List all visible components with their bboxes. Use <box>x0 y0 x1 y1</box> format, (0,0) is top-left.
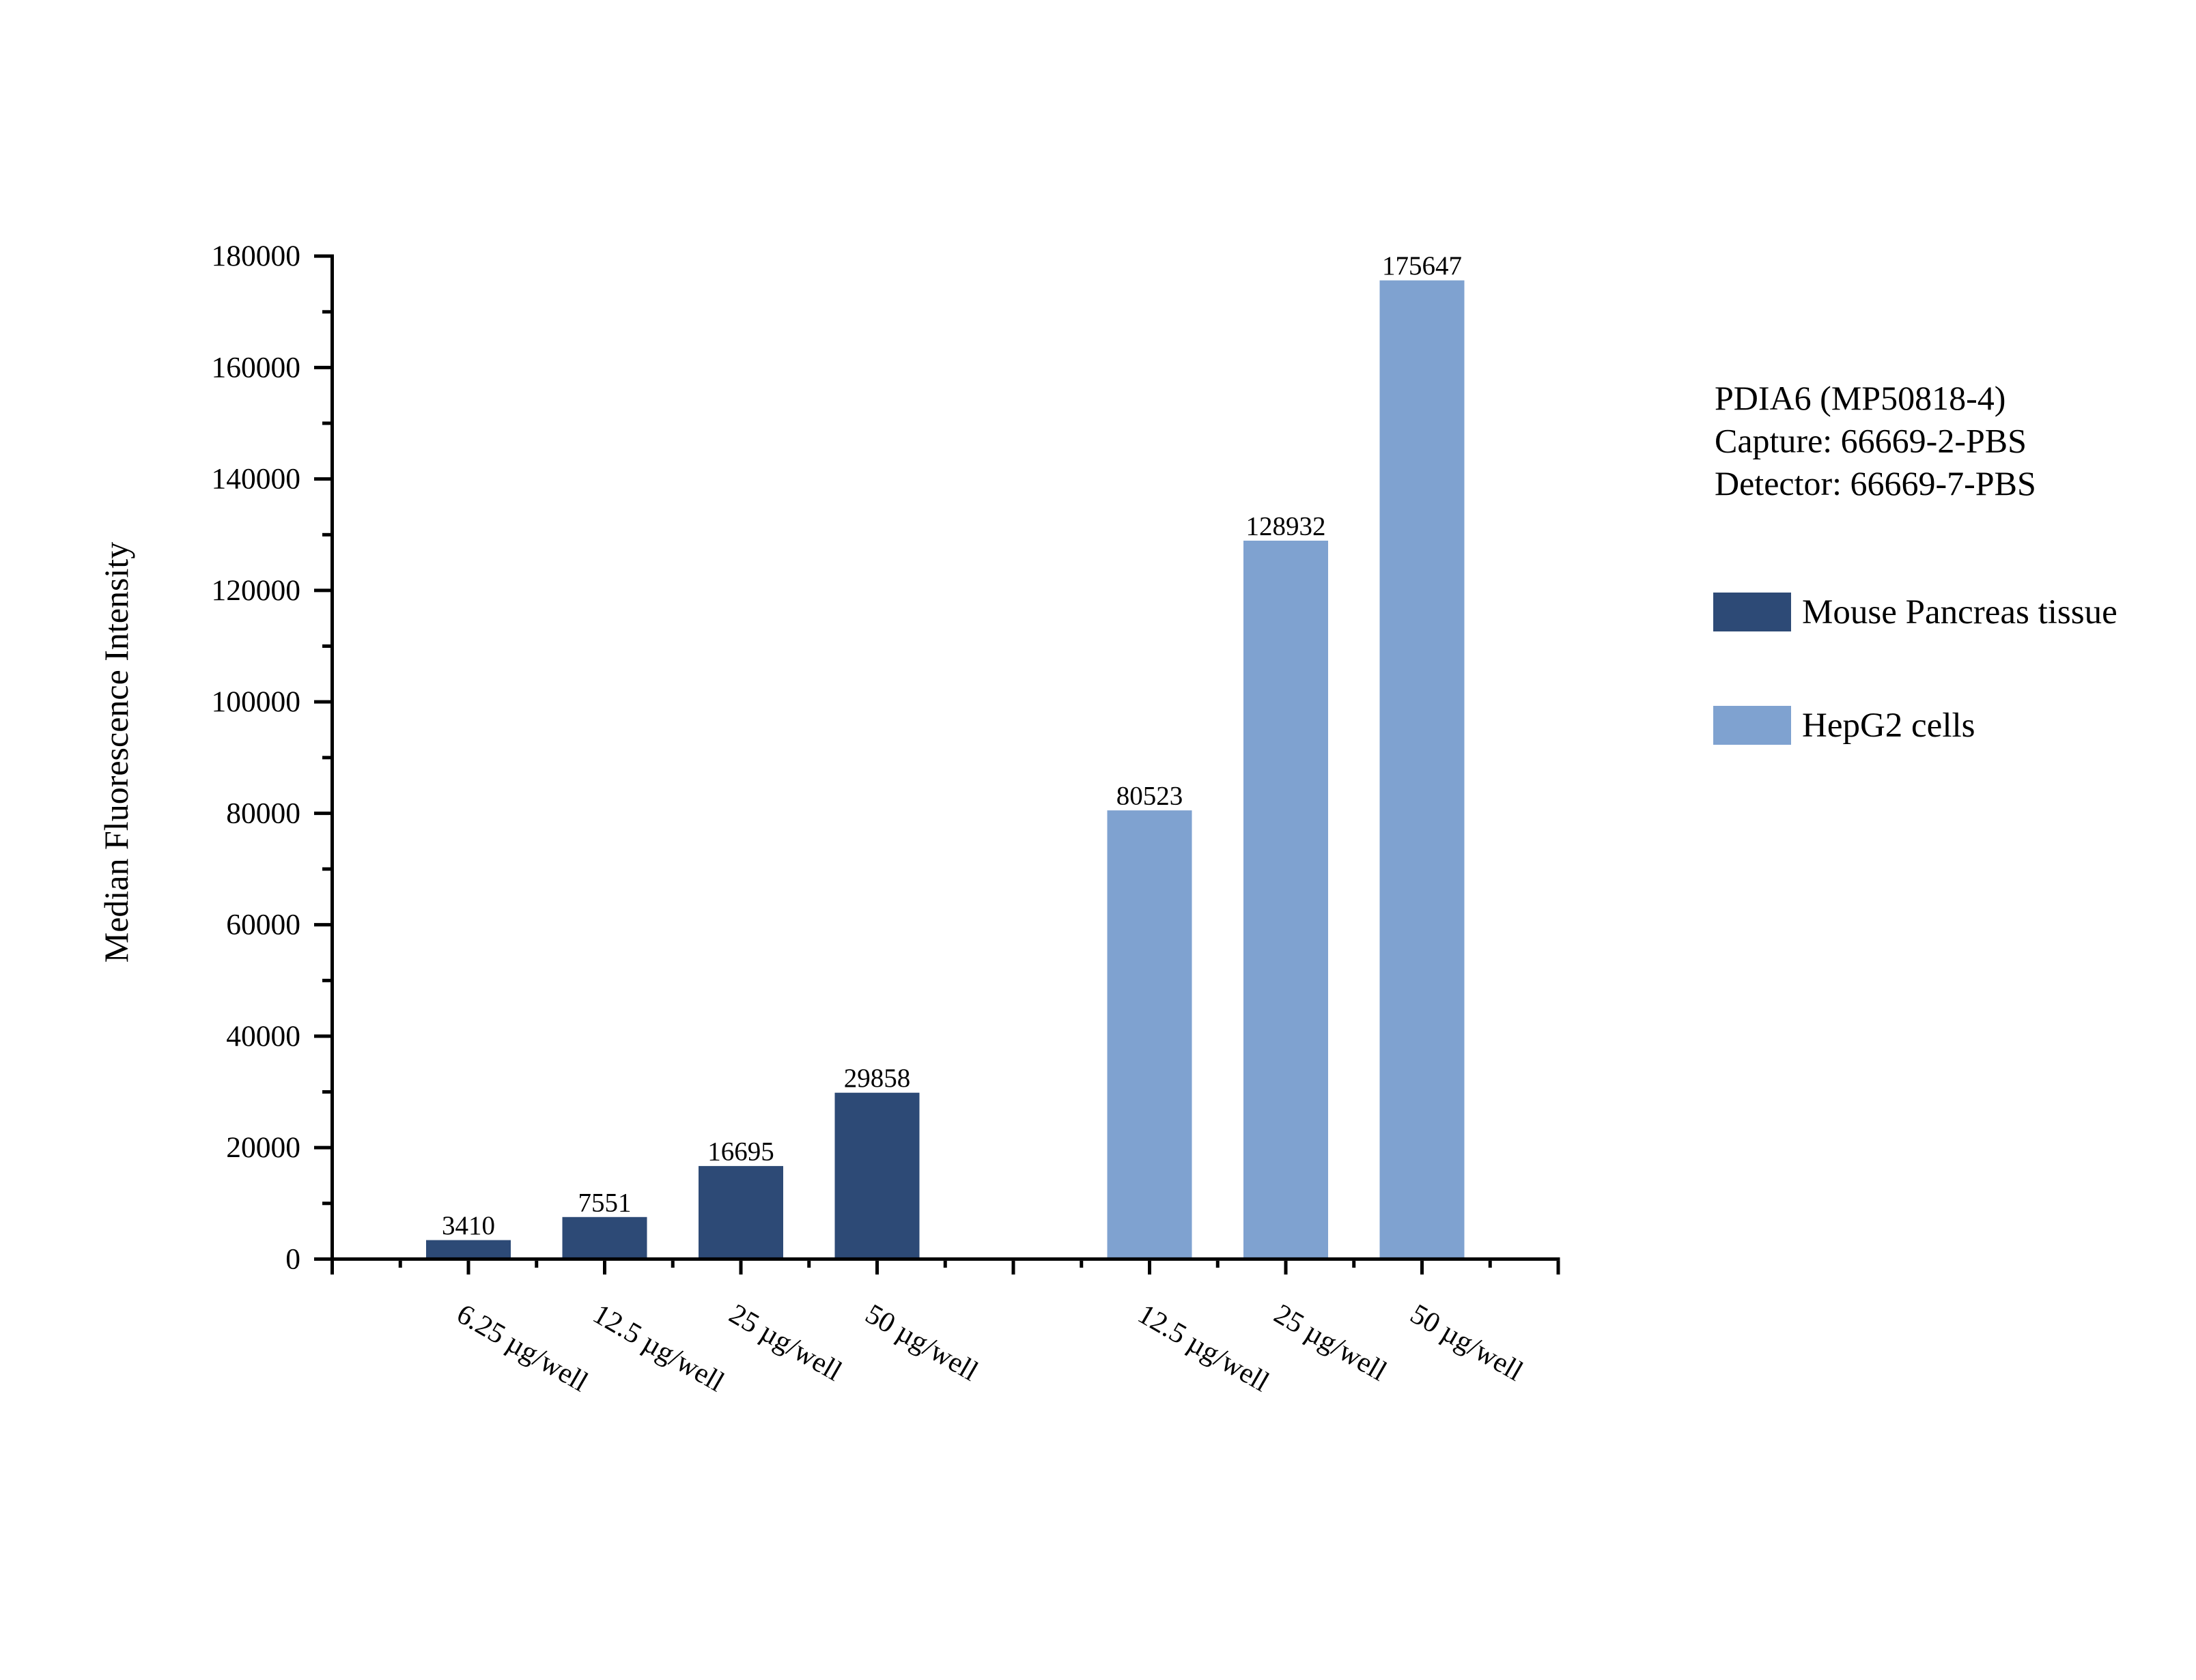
svg-text:HepG2 cells: HepG2 cells <box>1802 707 1975 745</box>
svg-text:80000: 80000 <box>226 797 300 829</box>
svg-text:0: 0 <box>285 1242 300 1275</box>
svg-text:16695: 16695 <box>707 1137 774 1167</box>
svg-text:29858: 29858 <box>844 1064 911 1093</box>
svg-text:40000: 40000 <box>226 1020 300 1053</box>
svg-text:80523: 80523 <box>1116 782 1183 811</box>
svg-text:Median Fluorescence Intensity: Median Fluorescence Intensity <box>97 542 135 963</box>
svg-text:Mouse Pancreas tissue: Mouse Pancreas tissue <box>1802 593 2117 631</box>
svg-text:60000: 60000 <box>226 909 300 941</box>
svg-text:175647: 175647 <box>1382 251 1462 281</box>
svg-text:3410: 3410 <box>442 1211 495 1240</box>
svg-text:Detector: 66669-7-PBS: Detector: 66669-7-PBS <box>1715 464 2036 502</box>
svg-text:120000: 120000 <box>212 574 301 607</box>
svg-text:7551: 7551 <box>578 1188 632 1217</box>
svg-text:160000: 160000 <box>212 351 301 384</box>
svg-text:PDIA6 (MP50818-4): PDIA6 (MP50818-4) <box>1715 379 2005 417</box>
svg-text:Capture: 66669-2-PBS: Capture: 66669-2-PBS <box>1715 422 2027 460</box>
svg-text:128932: 128932 <box>1246 512 1326 541</box>
svg-text:100000: 100000 <box>212 685 301 718</box>
svg-text:140000: 140000 <box>212 463 301 496</box>
svg-text:180000: 180000 <box>212 240 301 272</box>
svg-text:20000: 20000 <box>226 1131 300 1164</box>
